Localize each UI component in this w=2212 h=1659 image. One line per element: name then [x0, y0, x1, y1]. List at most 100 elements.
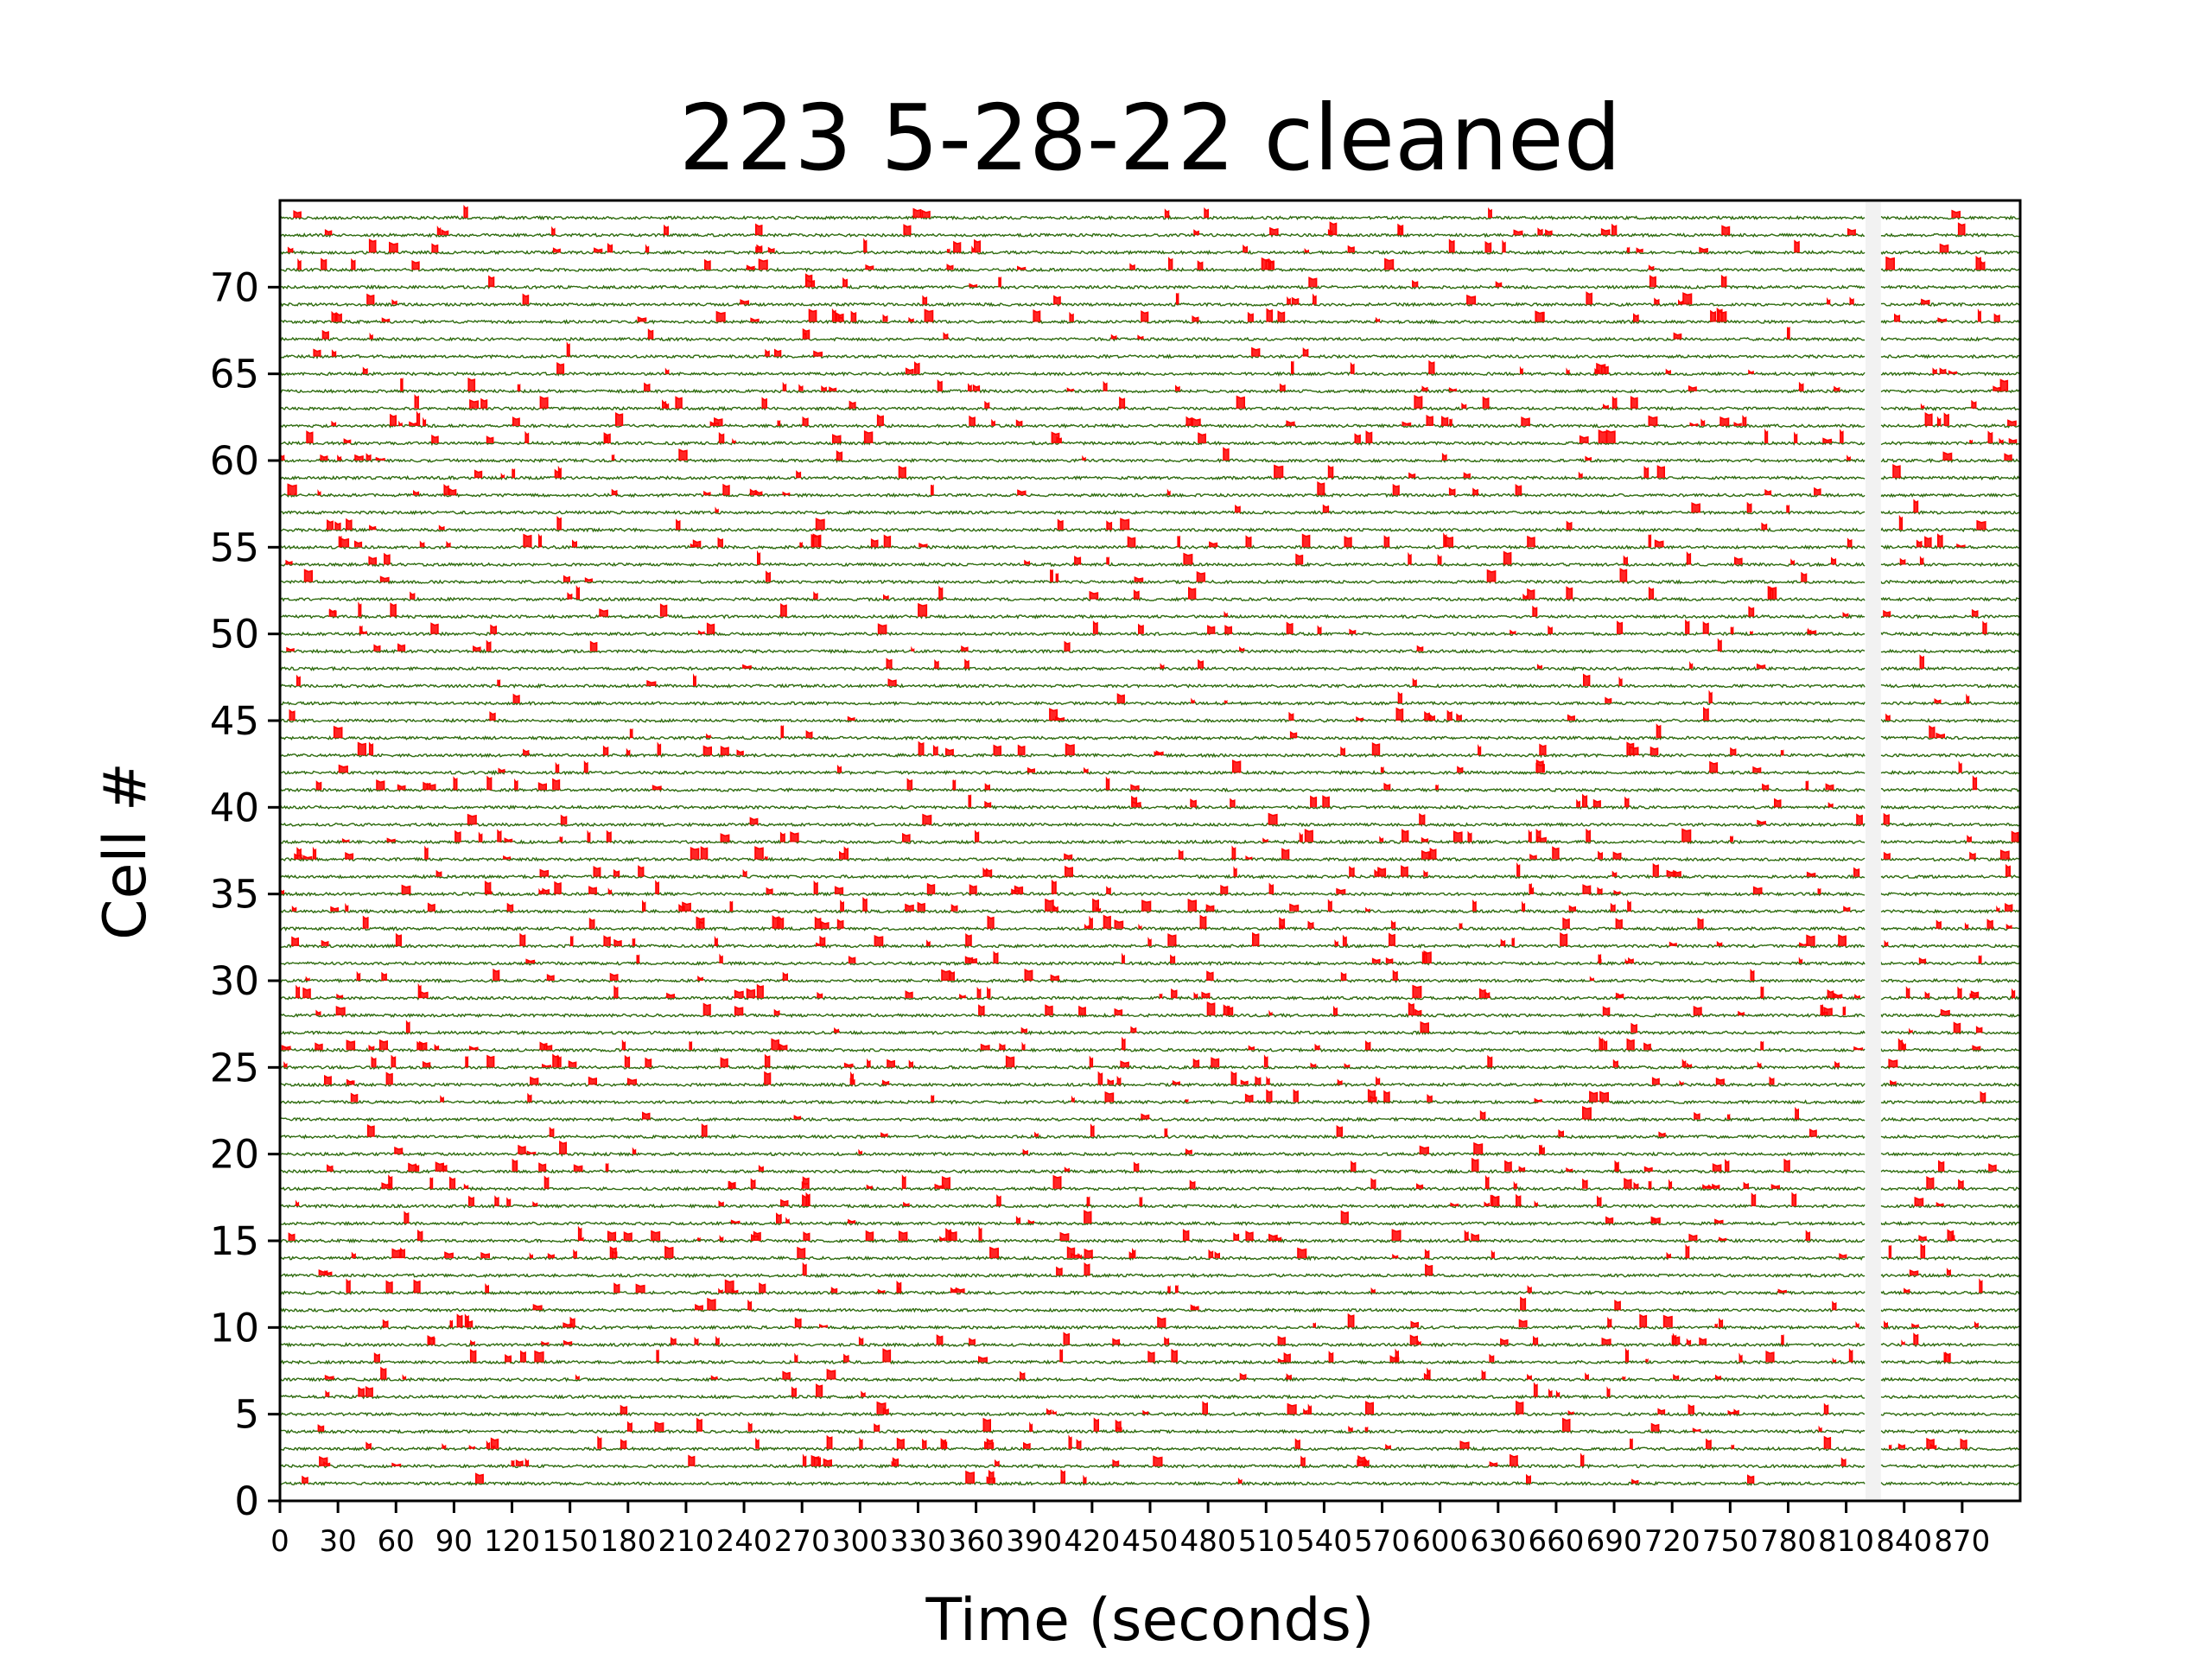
cell-trace — [280, 273, 2020, 290]
trace-line — [1880, 753, 2019, 758]
cell-trace — [279, 741, 2019, 759]
trace-line — [1880, 232, 2019, 238]
cell-trace — [279, 1366, 2020, 1382]
event-marks — [291, 931, 1889, 946]
cell-traces — [279, 202, 2020, 1499]
event-marks — [381, 1174, 1964, 1189]
x-tick-label: 60 — [378, 1524, 415, 1559]
cell-trace — [279, 341, 2019, 359]
cell-trace — [279, 812, 2020, 828]
trace-line — [279, 631, 1866, 637]
trace-line — [1880, 1464, 2019, 1469]
cell-trace — [279, 1036, 2019, 1053]
cell-trace — [279, 1243, 2020, 1262]
x-tick-label: 240 — [716, 1524, 772, 1559]
cell-trace — [279, 793, 2020, 810]
event-marks — [405, 1020, 1983, 1033]
event-marks — [286, 638, 1722, 652]
trace-line — [1880, 1376, 2020, 1382]
trace-line — [279, 648, 1866, 655]
cell-trace — [279, 1089, 2019, 1105]
trace-line — [279, 1082, 1866, 1088]
event-marks — [281, 1036, 1981, 1051]
x-tick-label: 810 — [1818, 1524, 1874, 1559]
trace-line — [279, 1376, 1866, 1382]
trace-line — [1880, 250, 2020, 256]
event-marks — [642, 1105, 1799, 1120]
cell-trace — [279, 1278, 2020, 1296]
event-marks — [331, 307, 2000, 322]
trace-line — [279, 544, 1866, 550]
trace-line — [1880, 717, 2019, 724]
trace-line — [1880, 787, 2020, 793]
trace-line — [1880, 423, 2020, 429]
trace-line — [1880, 1428, 2020, 1434]
event-marks — [324, 221, 1966, 236]
trace-line — [1880, 1325, 2019, 1331]
event-marks — [532, 1296, 1837, 1311]
y-axis-label: Cell # — [92, 762, 160, 940]
event-marks — [338, 759, 1962, 773]
trace-line — [279, 302, 1866, 308]
trace-line — [280, 995, 1866, 1001]
event-marks — [279, 447, 2012, 461]
trace-line — [279, 960, 1866, 967]
cell-trace — [279, 326, 2020, 342]
cell-trace — [279, 255, 2020, 273]
y-tick-label: 0 — [234, 1478, 259, 1524]
cell-trace — [279, 914, 2019, 932]
cell-trace — [279, 377, 2020, 394]
trace-line — [279, 943, 1866, 950]
y-tick-label: 35 — [210, 872, 259, 918]
trace-line — [1880, 648, 2020, 654]
trace-line — [279, 509, 1866, 516]
cell-trace — [279, 1296, 2019, 1313]
cell-trace — [279, 861, 2020, 880]
trace-line — [1880, 1203, 2020, 1209]
trace-line — [1880, 474, 2020, 481]
trace-line — [1880, 596, 2019, 602]
trace-line — [1880, 405, 2019, 411]
cell-trace — [279, 394, 2019, 412]
cell-trace — [279, 706, 2019, 724]
y-tick-label: 70 — [210, 264, 259, 310]
event-marks — [325, 1382, 1611, 1397]
trace-line — [279, 1255, 1866, 1262]
cell-trace — [279, 1313, 2019, 1331]
cell-trace — [279, 481, 2020, 499]
y-tick-label: 60 — [210, 438, 259, 484]
event-marks — [620, 1400, 1829, 1414]
trace-line — [279, 1134, 1866, 1140]
trace-line — [279, 1185, 1866, 1192]
trace-line — [279, 1359, 1866, 1365]
trace-line — [279, 769, 1866, 776]
trace-line — [1880, 977, 2020, 984]
cell-trace — [279, 759, 2019, 776]
trace-line — [279, 839, 1866, 845]
trace-line — [1880, 1481, 2019, 1486]
trace-line — [1880, 1394, 2020, 1400]
trace-line — [1880, 735, 2020, 741]
x-tick-label: 150 — [542, 1524, 598, 1559]
event-marks — [294, 845, 2010, 860]
x-tick-label: 870 — [1934, 1524, 1990, 1559]
trace-line — [1880, 1065, 2020, 1071]
trace-line — [279, 1307, 1866, 1313]
trace-line — [1880, 544, 2019, 550]
event-marks — [474, 464, 1901, 479]
x-tick-label: 30 — [320, 1524, 357, 1559]
x-tick-label: 660 — [1528, 1524, 1584, 1559]
event-marks — [319, 1452, 1847, 1466]
trace-line — [1880, 613, 2020, 620]
trace-line — [1880, 961, 2019, 966]
trace-line — [1880, 874, 2020, 880]
trace-line — [279, 804, 1866, 810]
trace-line — [279, 423, 1866, 429]
trace-line — [279, 388, 1866, 394]
y-tick-label: 10 — [210, 1305, 259, 1351]
x-tick-label: 90 — [435, 1524, 473, 1559]
cell-trace — [279, 1210, 2020, 1227]
cell-trace — [279, 950, 2019, 967]
trace-line — [279, 1289, 1866, 1296]
